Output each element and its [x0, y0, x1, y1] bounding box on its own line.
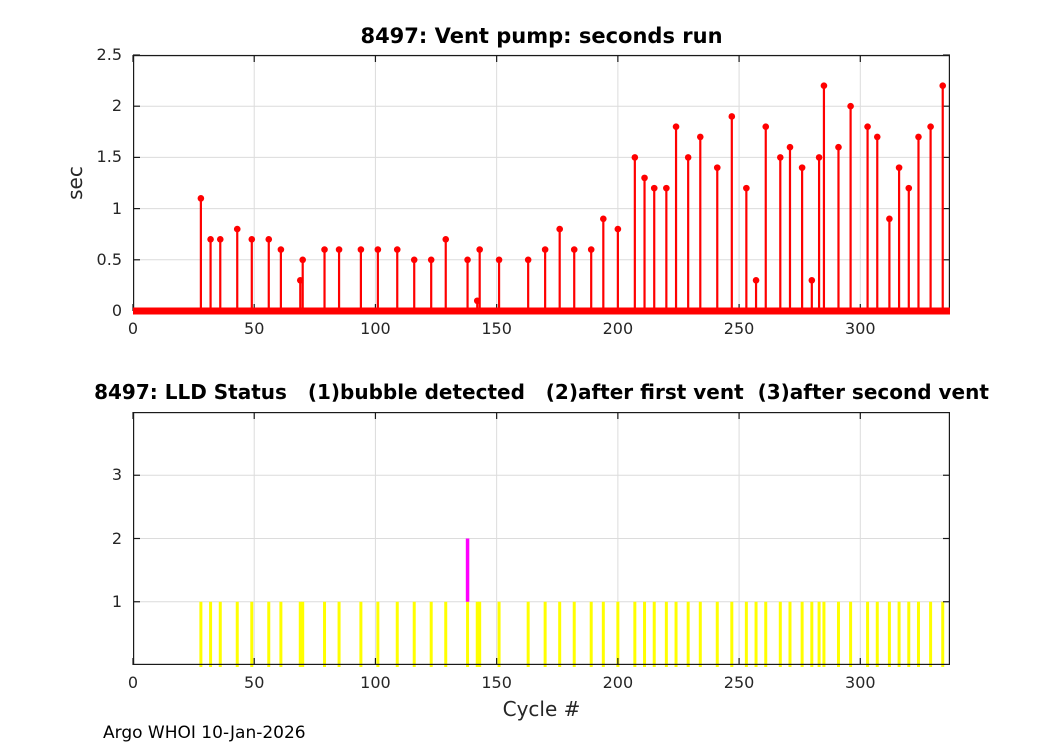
y-tick-label: 0.5 [96, 249, 122, 269]
lld-status-chart-title-text: 8497: LLD Status (1)bubble detected (2)a… [94, 380, 989, 404]
x-tick-label: 100 [360, 673, 391, 692]
x-tick-label: 300 [845, 673, 876, 692]
x-tick-label: 250 [723, 673, 755, 692]
y-tick-label: 2 [111, 528, 122, 548]
y-tick-label: 1 [111, 198, 122, 218]
y-tick-label: 0 [111, 301, 122, 320]
vent-pump-chart-title-text: 8497: Vent pump: seconds run [360, 24, 723, 48]
x-tick-label: 150 [481, 319, 512, 338]
y-tick-label: 1 [111, 591, 122, 611]
vent-pump-seconds-chart [132, 54, 950, 315]
y-tick-label: 1.5 [96, 147, 122, 167]
x-tick-label: 200 [602, 673, 634, 692]
x-tick-label: 0 [127, 673, 139, 692]
vent-pump-chart-title: 8497: Vent pump: seconds run [133, 24, 950, 48]
x-tick-label: 0 [127, 319, 139, 338]
lld-status-chart-title: 8497: LLD Status (1)bubble detected (2)a… [94, 380, 989, 404]
lld-status-chart [132, 412, 950, 667]
y-tick-label: 2 [111, 96, 122, 116]
stem-svg [132, 54, 950, 315]
y-tick-label: 2.5 [96, 45, 122, 64]
x-tick-label: 100 [360, 319, 391, 338]
x-tick-label: 300 [845, 319, 876, 338]
status_bars-svg [132, 412, 950, 667]
x-tick-label: 200 [602, 319, 634, 338]
x-tick-label: 250 [723, 319, 755, 338]
x-tick-label: 50 [244, 673, 265, 692]
figure-footer-text: Argo WHOI 10-Jan-2026 [103, 723, 306, 743]
x-axis-label: Cycle # [502, 697, 581, 721]
y-tick-label: 3 [111, 465, 122, 485]
x-tick-label: 50 [244, 319, 265, 338]
x-tick-label: 150 [481, 673, 512, 692]
